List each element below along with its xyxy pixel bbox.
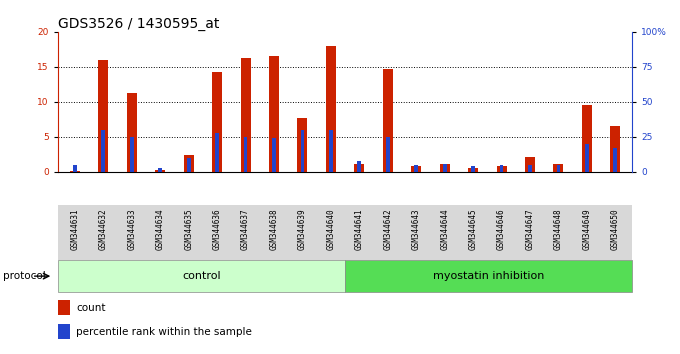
Bar (556, 165, 560, 172)
Text: GSM344631: GSM344631 (70, 208, 80, 250)
Bar (528, 165, 532, 172)
Bar (272, 138, 276, 172)
Bar (130, 137, 134, 172)
Text: GSM344649: GSM344649 (582, 208, 592, 250)
Bar (582, 105, 592, 172)
Text: GSM344643: GSM344643 (411, 208, 421, 250)
Bar (414, 165, 418, 172)
Text: GSM344647: GSM344647 (526, 208, 534, 250)
Bar (411, 166, 421, 172)
Bar (386, 137, 390, 172)
Text: count: count (76, 303, 106, 313)
Bar (297, 118, 307, 172)
Text: GDS3526 / 1430595_at: GDS3526 / 1430595_at (58, 17, 219, 31)
Text: GSM344638: GSM344638 (269, 208, 279, 250)
Bar (58, 260, 345, 292)
Bar (440, 164, 449, 172)
Bar (241, 58, 250, 172)
Bar (329, 130, 333, 172)
Bar (58, 324, 70, 339)
Bar (554, 164, 564, 172)
Bar (101, 130, 105, 172)
Bar (326, 46, 336, 172)
Bar (383, 69, 393, 172)
Text: GSM344633: GSM344633 (127, 208, 136, 250)
Bar (243, 137, 248, 172)
Bar (443, 164, 447, 172)
Bar (354, 164, 364, 172)
Bar (212, 72, 222, 172)
Text: GSM344636: GSM344636 (213, 208, 222, 250)
Text: protocol: protocol (3, 271, 46, 281)
Text: percentile rank within the sample: percentile rank within the sample (76, 326, 252, 337)
Bar (184, 155, 194, 172)
Bar (585, 144, 589, 172)
Bar (496, 166, 507, 172)
Bar (215, 133, 219, 172)
Bar (525, 157, 535, 172)
Bar (158, 168, 162, 172)
Bar (611, 126, 620, 172)
Bar (70, 171, 80, 172)
Text: control: control (182, 271, 221, 281)
Bar (345, 260, 632, 292)
Bar (358, 161, 361, 172)
Bar (155, 170, 165, 172)
Text: GSM344646: GSM344646 (497, 208, 506, 250)
Text: GSM344650: GSM344650 (611, 208, 620, 250)
Text: GSM344642: GSM344642 (384, 208, 392, 250)
Text: GSM344644: GSM344644 (440, 208, 449, 250)
Bar (58, 301, 70, 315)
Bar (468, 169, 478, 172)
Bar (500, 165, 503, 172)
Bar (73, 165, 77, 172)
Text: GSM344648: GSM344648 (554, 208, 563, 250)
Bar (613, 148, 617, 172)
Text: GSM344634: GSM344634 (156, 208, 165, 250)
Text: GSM344639: GSM344639 (298, 208, 307, 250)
Bar (126, 93, 137, 172)
Bar (301, 130, 305, 172)
Text: GSM344632: GSM344632 (99, 208, 108, 250)
Bar (269, 56, 279, 172)
Text: GSM344640: GSM344640 (326, 208, 335, 250)
Text: myostatin inhibition: myostatin inhibition (433, 271, 545, 281)
Text: GSM344635: GSM344635 (184, 208, 193, 250)
Text: GSM344641: GSM344641 (355, 208, 364, 250)
Bar (471, 166, 475, 172)
Text: GSM344645: GSM344645 (469, 208, 477, 250)
Text: GSM344637: GSM344637 (241, 208, 250, 250)
Bar (99, 60, 108, 172)
Bar (187, 158, 190, 172)
